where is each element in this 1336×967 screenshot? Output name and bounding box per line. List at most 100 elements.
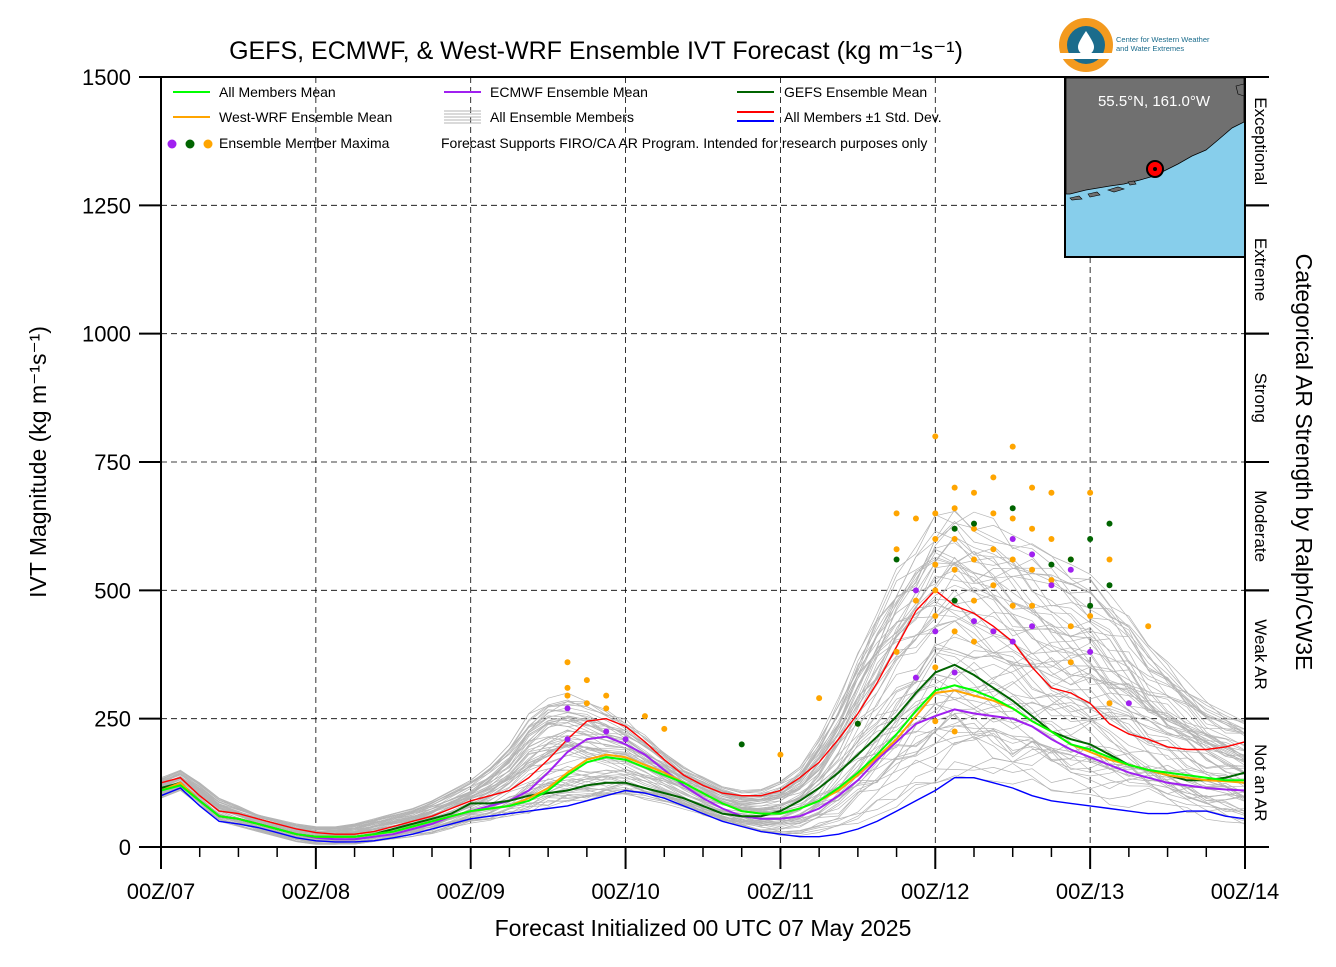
maxima-point <box>1106 556 1113 563</box>
maxima-point <box>1029 525 1036 532</box>
maxima-point <box>1087 613 1094 619</box>
maxima-point <box>971 525 977 532</box>
maxima-point <box>564 705 571 712</box>
maxima-point <box>603 705 610 712</box>
ensemble-member-line <box>160 549 1246 834</box>
maxima-point <box>951 566 958 573</box>
maxima-point <box>932 664 939 671</box>
tick-labels: 0 250 500 750 1000 1250 1500 00Z/07 00Z/08 00Z/09… <box>82 65 1279 904</box>
x-tick-label: 00Z/13 <box>1056 879 1125 904</box>
maxima-point <box>738 741 745 748</box>
maxima-point <box>583 700 590 707</box>
maxima-point <box>1125 700 1132 707</box>
maxima-point <box>1009 443 1016 450</box>
inset-aleutian-island <box>1087 191 1101 198</box>
legend: All Members Mean West-WRF Ensemble Mean … <box>167 84 942 151</box>
maxima-point <box>1067 566 1074 573</box>
maxima-point <box>971 489 977 496</box>
x-tick-label: 00Z/09 <box>436 879 505 904</box>
maxima-point <box>1087 602 1094 609</box>
maxima-point <box>912 674 919 681</box>
maxima-point <box>951 728 958 735</box>
maxima-point <box>990 474 997 481</box>
category-label: Weak AR <box>1251 619 1270 690</box>
maxima-point <box>1106 582 1113 589</box>
legend-label-all-members: All Ensemble Members <box>490 109 634 125</box>
maxima-point <box>564 736 571 743</box>
category-label: Not an AR <box>1251 744 1270 822</box>
maxima-point <box>932 433 939 440</box>
maxima-point <box>1106 520 1113 527</box>
ecmwf-mean-line <box>160 708 1246 841</box>
maxima-point <box>912 515 919 522</box>
maxima-point <box>1009 602 1016 609</box>
y-tick-label: 750 <box>94 450 131 475</box>
inset-location-label: 55.5°N, 161.0°W <box>1098 93 1211 110</box>
maxima-point <box>893 546 900 553</box>
x-tick-label: 00Z/11 <box>747 879 814 904</box>
maxima-point <box>951 628 958 635</box>
inset-land-island <box>1235 83 1245 97</box>
ensemble-member-line <box>160 520 1246 829</box>
ensemble-member-line <box>160 509 1246 830</box>
maxima-point <box>893 648 900 655</box>
maxima-point <box>932 628 939 635</box>
maxima-point <box>932 587 939 594</box>
inset-aleutian-island <box>1107 186 1125 193</box>
category-label: Moderate <box>1251 490 1270 562</box>
maxima-point <box>1087 536 1094 542</box>
y-tick-label: 1250 <box>82 193 131 218</box>
legend-label-all-mean: All Members Mean <box>219 84 336 100</box>
maxima-point <box>1029 623 1036 630</box>
legend-label-ecmwf-mean: ECMWF Ensemble Mean <box>490 84 648 100</box>
logo-text-line2: and Water Extremes <box>1116 44 1184 53</box>
location-marker-center <box>1153 167 1157 171</box>
ensemble-member-line <box>160 632 1246 841</box>
maxima-point <box>932 510 939 517</box>
y-tick-label: 1500 <box>82 65 131 90</box>
inset-map: 55.5°N, 161.0°W <box>1064 76 1246 258</box>
maxima-point <box>951 484 958 491</box>
maxima-point <box>951 525 958 532</box>
category-label: Extreme <box>1251 238 1270 301</box>
maxima-point <box>1087 489 1094 496</box>
legend-dot-ecmwf <box>167 139 177 149</box>
maxima-points <box>564 433 1152 758</box>
category-label: Exceptional <box>1251 97 1270 185</box>
maxima-point <box>583 677 590 684</box>
ensemble-member-line <box>160 775 1246 842</box>
maxima-point <box>971 556 977 563</box>
maxima-point <box>912 587 919 594</box>
ensemble-member-line <box>160 552 1246 831</box>
all-members-mean-line <box>160 684 1245 838</box>
right-axis-label: Categorical AR Strength by Ralph/CW3E <box>1291 254 1317 671</box>
maxima-point <box>951 505 958 512</box>
maxima-point <box>1106 700 1113 707</box>
maxima-point <box>1067 659 1074 666</box>
maxima-point <box>564 659 571 666</box>
ar-category-labels: Not an AR Weak AR Moderate Strong Extreme Exc… <box>1251 97 1270 821</box>
legend-disclaimer: Forecast Supports FIRO/CA AR Program. In… <box>441 135 927 151</box>
maxima-point <box>661 725 668 732</box>
ensemble-member-line <box>160 702 1246 844</box>
maxima-point <box>951 669 958 676</box>
maxima-point <box>622 736 629 743</box>
maxima-point <box>1048 561 1055 568</box>
maxima-point <box>1048 536 1055 542</box>
logo-wave-band <box>1059 53 1113 59</box>
maxima-point <box>951 536 958 542</box>
x-axis-label: Forecast Initialized 00 UTC 07 May 2025 <box>495 915 912 941</box>
maxima-point <box>932 561 939 568</box>
maxima-point <box>893 556 900 563</box>
legend-dot-gefs <box>185 139 195 149</box>
x-tick-label: 00Z/14 <box>1211 879 1280 904</box>
maxima-point <box>1067 623 1074 630</box>
ensemble-member-line <box>160 681 1246 837</box>
y-tick-label: 0 <box>119 835 131 860</box>
maxima-point <box>932 613 939 619</box>
logo-text-line1: Center for Western Weather <box>1116 35 1210 44</box>
maxima-point <box>641 713 648 720</box>
x-tick-label: 00Z/07 <box>127 879 196 904</box>
